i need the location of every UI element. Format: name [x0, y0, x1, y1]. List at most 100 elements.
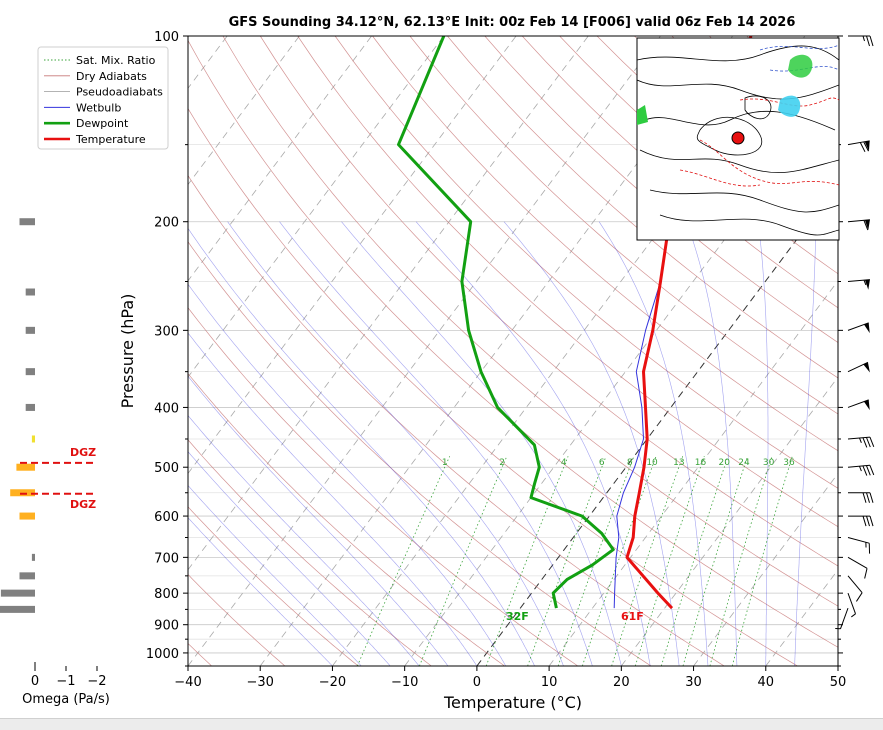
barb-full — [863, 437, 867, 447]
barb-full — [867, 516, 870, 526]
omega-bar — [26, 368, 35, 375]
barb-staff — [848, 576, 862, 593]
mixing-ratio-line — [419, 456, 506, 666]
x-tick-label: 50 — [830, 675, 847, 690]
mixing-ratio-line — [683, 456, 748, 666]
omega-bar — [26, 289, 35, 296]
isotherm-line — [838, 36, 883, 666]
wind-barb — [848, 465, 874, 477]
isotherm-line — [0, 36, 11, 666]
barb-full — [863, 466, 867, 476]
legend-label: Pseudoadiabats — [76, 86, 163, 99]
barb-staff — [848, 593, 856, 614]
pseudoadiabat — [146, 222, 506, 666]
wind-barb — [848, 280, 871, 292]
location-marker — [732, 132, 744, 144]
pseudoadiabat — [228, 222, 564, 666]
dgz-lower-label: DGZ — [70, 498, 96, 511]
x-tick-label: 20 — [613, 675, 630, 690]
mixing-ratio-line — [661, 456, 728, 666]
x-tick-label: 30 — [685, 675, 702, 690]
mixing-ratio-label: 24 — [738, 458, 750, 468]
barb-full — [870, 36, 873, 46]
y-tick-label: 500 — [154, 461, 179, 476]
barb-full — [870, 437, 874, 447]
wind-barb — [848, 493, 873, 503]
legend-label: Sat. Mix. Ratio — [76, 54, 156, 67]
dewpoint-profile — [399, 36, 614, 608]
inset-map — [637, 38, 839, 240]
pseudoadiabat — [31, 222, 390, 666]
omega-bar — [1, 590, 35, 597]
legend-label: Temperature — [75, 133, 146, 146]
x-tick-label: −20 — [319, 675, 346, 690]
y-tick-label: 600 — [154, 510, 179, 525]
omega-bar — [32, 554, 35, 561]
pseudoadiabat — [9, 222, 362, 666]
window-bottom-bar — [0, 718, 883, 730]
y-tick-label: 100 — [154, 30, 179, 45]
chart-title: GFS Sounding 34.12°N, 62.13°E Init: 00z … — [229, 15, 796, 30]
y-tick-label: 800 — [154, 587, 179, 602]
omega-bar — [26, 327, 35, 334]
x-tick-label: −10 — [391, 675, 418, 690]
pseudoadiabat — [83, 222, 448, 666]
pseudoadiabat — [184, 222, 535, 666]
omega-bar — [16, 464, 35, 471]
barb-pennant — [864, 323, 872, 334]
pseudoadiabat — [795, 222, 816, 666]
y-tick-label: 700 — [154, 551, 179, 566]
y-tick-label: 1000 — [146, 647, 179, 662]
barb-full — [862, 568, 870, 578]
legend-label: Wetbulb — [76, 101, 121, 114]
mixing-ratio-label: 4 — [561, 458, 567, 468]
isotherm-line — [188, 36, 661, 666]
wind-barb — [835, 606, 848, 630]
barb-half — [859, 438, 861, 443]
omega-bar — [26, 404, 35, 411]
wind-barb — [848, 323, 872, 340]
mixing-ratio-label: 36 — [783, 458, 795, 468]
mixing-ratio-line — [635, 456, 704, 666]
barb-full — [867, 493, 870, 503]
mixing-ratio-label: 8 — [627, 458, 633, 468]
isotherm-line — [116, 36, 589, 666]
x-tick-label: 0 — [473, 675, 481, 690]
pseudoadiabat — [342, 222, 622, 666]
wind-barb — [848, 220, 871, 232]
barb-full — [867, 36, 870, 46]
wind-barb — [843, 557, 870, 578]
wind-barb — [848, 141, 871, 155]
barb-full — [866, 465, 870, 475]
barb-full — [863, 516, 866, 526]
wind-barb — [848, 36, 873, 46]
barb-pennant — [864, 400, 872, 411]
y-axis-title: Pressure (hPa) — [118, 294, 137, 409]
barb-full — [866, 437, 870, 447]
pseudoadiabat — [504, 222, 679, 666]
y-tick-label: 300 — [154, 324, 179, 339]
mixing-ratio-label: 1 — [442, 458, 448, 468]
wind-barbs — [835, 36, 874, 630]
mixing-ratio-label: 16 — [695, 458, 707, 468]
wind-barb — [848, 400, 872, 417]
barb-full — [870, 465, 874, 475]
legend-label: Dry Adiabats — [76, 70, 147, 83]
surface-temperature-label: 61F — [621, 610, 644, 623]
barb-staff — [848, 362, 868, 371]
omega-axis-title: Omega (Pa/s) — [22, 692, 110, 707]
wind-barb — [848, 516, 873, 526]
omega-bar — [20, 513, 36, 520]
barb-pennant — [863, 362, 872, 373]
omega-bar — [32, 435, 35, 442]
barb-full — [870, 493, 873, 503]
wind-barb — [848, 437, 874, 449]
omega-tick-label: −1 — [56, 674, 75, 689]
wind-barb — [840, 576, 864, 602]
omega-tick-label: 0 — [31, 674, 39, 689]
wind-barb — [843, 593, 856, 617]
y-tick-label: 900 — [154, 619, 179, 634]
x-tick-label: 40 — [758, 675, 775, 690]
omega-bar — [0, 606, 35, 613]
barb-full — [867, 543, 872, 553]
